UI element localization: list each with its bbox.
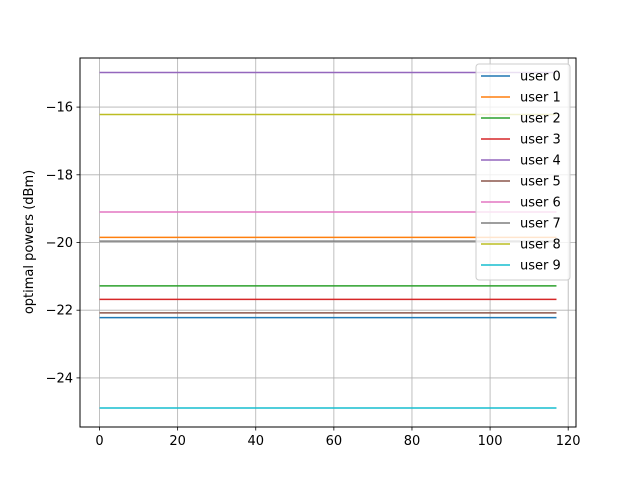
y-tick-label: −24 bbox=[46, 371, 73, 386]
legend-label: user 8 bbox=[520, 238, 561, 253]
y-axis-label: optimal powers (dBm) bbox=[22, 170, 37, 314]
y-tick-label: −20 bbox=[46, 236, 73, 251]
y-tick-label: −18 bbox=[46, 168, 73, 183]
legend-label: user 1 bbox=[520, 91, 561, 106]
y-tick-label: −16 bbox=[46, 101, 73, 116]
legend-label: user 6 bbox=[520, 196, 561, 211]
legend-label: user 4 bbox=[520, 154, 561, 169]
legend-label: user 3 bbox=[520, 133, 561, 148]
x-tick-label: 60 bbox=[326, 434, 343, 449]
legend-label: user 9 bbox=[520, 259, 561, 274]
y-tick-label: −22 bbox=[46, 304, 73, 319]
legend-label: user 0 bbox=[520, 70, 561, 85]
legend-label: user 7 bbox=[520, 217, 561, 232]
x-tick-label: 0 bbox=[95, 434, 103, 449]
legend-label: user 2 bbox=[520, 112, 561, 127]
x-tick-label: 20 bbox=[169, 434, 186, 449]
axis-ticks: 0 20 40 60 80 100 120 −24 −22 −20 −18 −16 bbox=[46, 101, 581, 449]
legend-label: user 5 bbox=[520, 175, 561, 190]
x-tick-label: 100 bbox=[478, 434, 503, 449]
legend: user 0 user 1 user 2 user 3 user 4 user 5 user… bbox=[475, 63, 571, 281]
x-tick-label: 40 bbox=[247, 434, 264, 449]
x-tick-label: 120 bbox=[556, 434, 581, 449]
x-tick-label: 80 bbox=[404, 434, 421, 449]
